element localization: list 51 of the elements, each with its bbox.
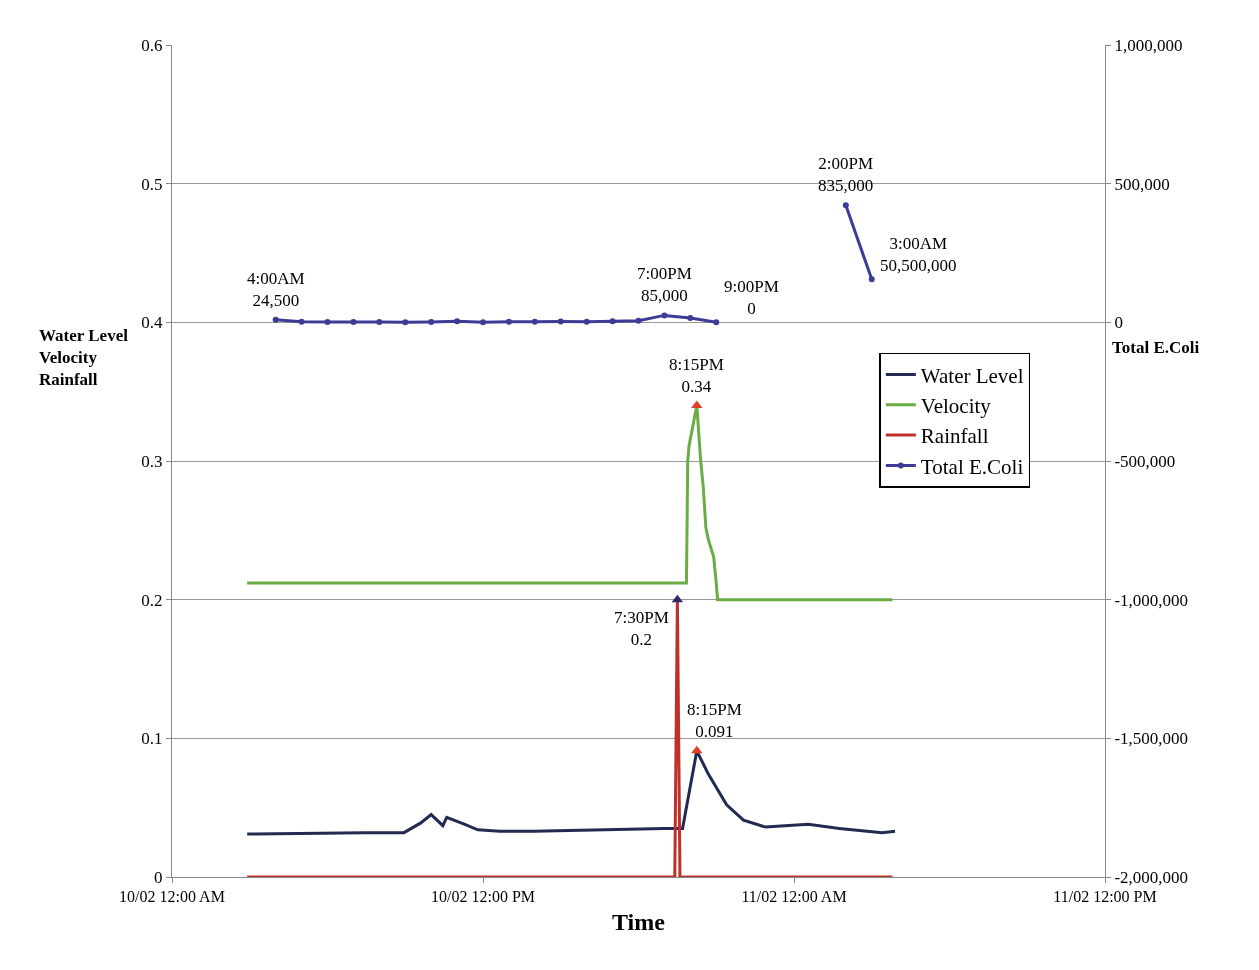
legend-label: Rainfall — [920, 424, 989, 449]
point — [454, 318, 461, 325]
data-label: 7:30PM 0.2 — [614, 608, 669, 650]
point — [480, 319, 486, 326]
data-label: 2:00PM 835,000 — [818, 154, 874, 196]
y-axis-title: Water Level Velocity Rainfall — [39, 326, 129, 390]
legend-label: Total E.Coli — [920, 454, 1024, 479]
y2-tick-label: 0 — [1114, 313, 1123, 333]
y2-tick-label: 500,000 — [1114, 174, 1170, 194]
x-tick-label: 11/02 12:00 AM — [741, 888, 847, 906]
point — [505, 318, 512, 325]
y2-axis-title: Total E.Coli — [1112, 338, 1200, 357]
point — [298, 318, 305, 325]
point — [635, 317, 642, 324]
point — [376, 319, 383, 326]
data-label: 7:00PM 85,000 — [637, 264, 692, 306]
x-tick-label: 10/02 12:00 PM — [430, 888, 536, 906]
y2-tick-label: -1,000,000 — [1114, 590, 1189, 610]
point — [350, 319, 357, 326]
x-tick-label: 10/02 12:00 AM — [119, 888, 225, 906]
point — [713, 319, 720, 326]
y-tick-label: 0.6 — [141, 35, 163, 55]
point — [609, 318, 616, 325]
point — [402, 319, 409, 326]
data-label: 8:15PM 0.34 — [669, 355, 724, 397]
data-label: 8:15PM 0.091 — [687, 700, 742, 742]
data-label: 4:00AM 24,500 — [247, 269, 305, 311]
y-tick-label: 0.3 — [141, 451, 163, 471]
data-label: 9:00PM 0 — [724, 277, 779, 319]
y2-tick-label: -1,500,000 — [1114, 729, 1189, 749]
y-tick-label: 0.4 — [141, 313, 164, 333]
x-tick-label: 11/02 12:00 PM — [1053, 888, 1157, 906]
y-tick-label: 0.2 — [141, 590, 163, 610]
point — [324, 319, 331, 326]
point — [428, 319, 435, 326]
data-label: 3:00AM 50,500,000 — [880, 234, 957, 276]
point — [687, 314, 694, 321]
legend-label: Water Level — [920, 363, 1024, 388]
y2-tick-label: -2,000,000 — [1114, 867, 1189, 887]
y2-tick-label: -500,000 — [1114, 451, 1176, 471]
y-tick-label: 0.5 — [141, 174, 163, 194]
point — [531, 318, 538, 325]
y2-tick-label: 1,000,000 — [1114, 35, 1183, 55]
point — [557, 318, 564, 325]
y-tick-label: 0.1 — [141, 729, 163, 749]
point — [272, 316, 279, 323]
point — [661, 312, 668, 319]
y-tick-label: 0 — [154, 867, 163, 887]
point — [583, 318, 590, 325]
x-axis-title: Time — [612, 908, 666, 935]
legend-label: Velocity — [920, 393, 992, 418]
